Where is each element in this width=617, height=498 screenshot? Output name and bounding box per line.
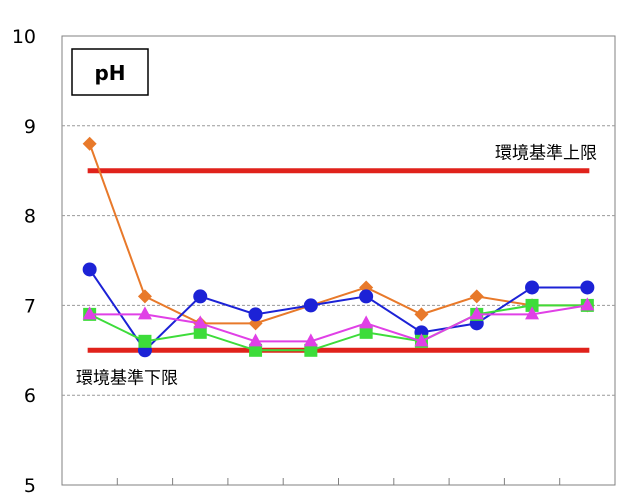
series-line <box>89 304 588 343</box>
data-point <box>137 289 152 304</box>
data-point <box>304 343 318 357</box>
data-point <box>82 136 97 151</box>
series-line <box>88 143 588 325</box>
title-frame <box>71 48 149 96</box>
reference-line-label: 環境基準上限 <box>495 144 597 164</box>
data-point <box>580 280 595 295</box>
data-point <box>303 298 318 313</box>
series-triangle <box>82 297 595 347</box>
chart-title: pH <box>94 61 125 85</box>
data-point <box>193 289 208 304</box>
data-point <box>525 280 540 295</box>
y-tick-label: 10 <box>12 26 36 48</box>
data-point <box>193 315 208 329</box>
y-tick-label: 9 <box>24 116 36 138</box>
plot-area <box>61 35 616 486</box>
y-tick-label: 5 <box>24 475 36 494</box>
tick-layer: 5 6 7 8 9 10 <box>12 26 561 497</box>
data-point <box>359 325 373 339</box>
data-point <box>469 289 484 304</box>
data-point <box>359 289 374 304</box>
series-line <box>89 304 588 352</box>
data-point <box>138 334 152 348</box>
data-point <box>82 306 97 320</box>
data-point <box>248 333 263 347</box>
data-point <box>525 306 540 320</box>
data-point <box>580 297 595 311</box>
data-point <box>469 306 484 320</box>
data-point <box>414 333 429 347</box>
title-box: pH <box>71 48 149 96</box>
y-tick-label: 7 <box>24 295 36 317</box>
data-point <box>193 325 207 339</box>
data-point <box>359 315 374 329</box>
y-tick-label: 8 <box>24 206 36 228</box>
y-tick-label: 6 <box>24 385 36 407</box>
grid-layer <box>62 125 615 396</box>
data-point <box>525 298 539 312</box>
series-layer <box>82 136 595 358</box>
data-point <box>303 333 318 347</box>
data-point <box>137 306 152 320</box>
data-point <box>248 307 263 322</box>
data-point <box>249 343 263 357</box>
series-line <box>88 268 588 352</box>
reference-line-label: 環境基準下限 <box>76 368 178 388</box>
data-point <box>414 307 429 322</box>
data-point <box>82 262 97 277</box>
